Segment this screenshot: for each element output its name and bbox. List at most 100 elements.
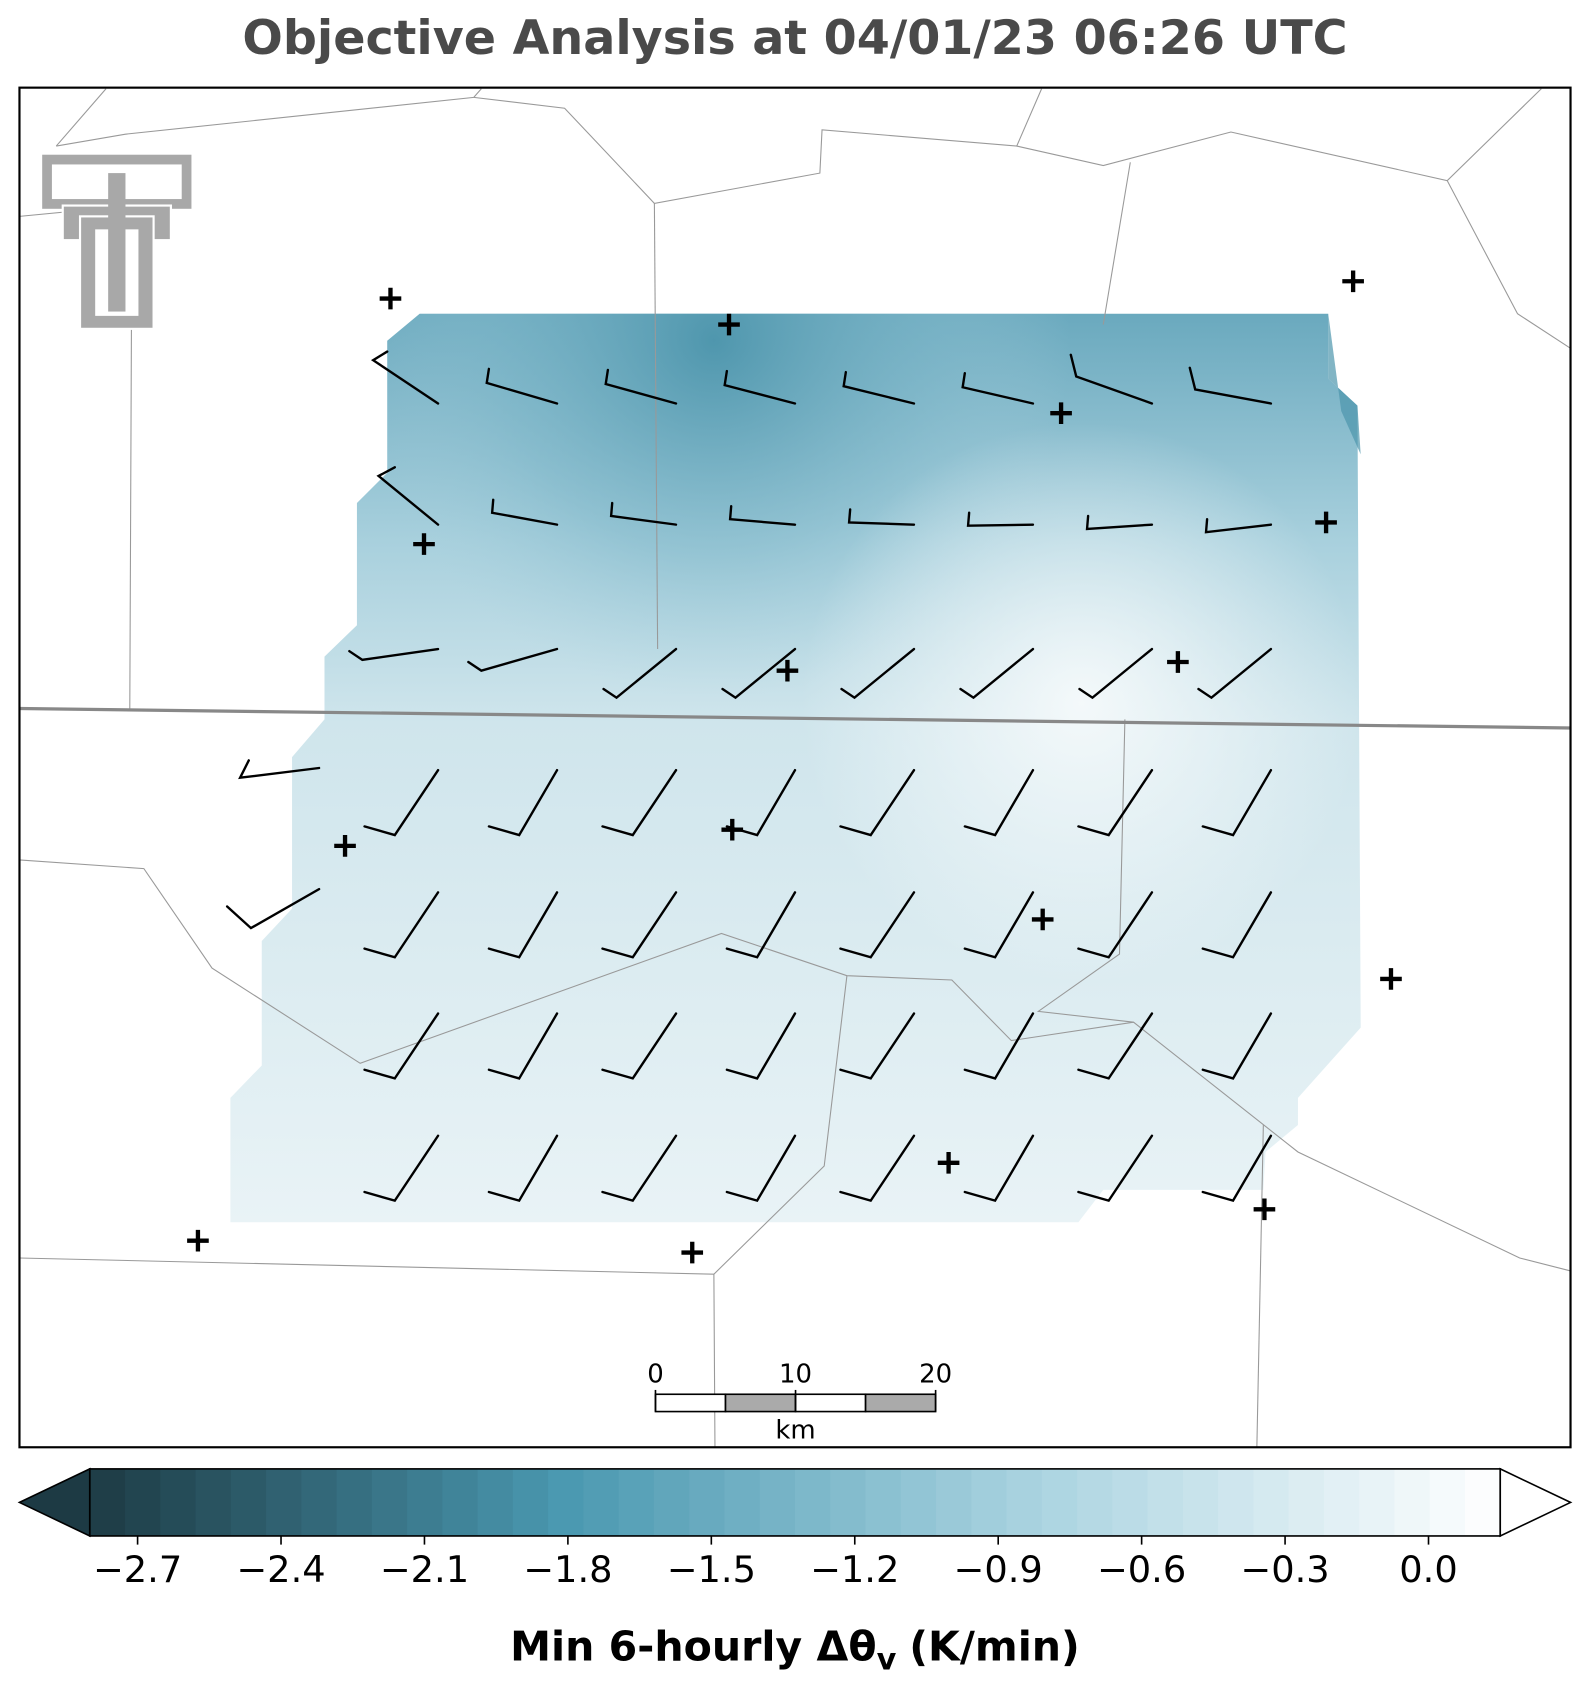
wind-barb	[840, 647, 916, 700]
colorbar-step	[1288, 1468, 1325, 1536]
colorbar-step	[301, 1468, 338, 1536]
station-marker	[1380, 968, 1402, 990]
scale-bar-segment	[654, 1393, 727, 1413]
station-marker	[379, 287, 402, 310]
station-marker	[681, 1241, 704, 1264]
colorbar-step	[407, 1468, 443, 1536]
colorbar-tick-label: −2.1	[380, 1548, 469, 1591]
colorbar-step	[1218, 1468, 1254, 1536]
colorbar-step	[971, 1468, 1008, 1536]
colorbar-step	[371, 1468, 408, 1536]
wind-barb	[1078, 647, 1154, 700]
colorbar-frame	[88, 1468, 1502, 1537]
colorbar-step	[830, 1468, 867, 1536]
colorbar-step	[1394, 1468, 1431, 1536]
colorbar-extend-high	[1499, 1467, 1573, 1538]
map-frame	[18, 86, 1572, 1449]
colorbar-step	[1323, 1468, 1360, 1536]
station-markers	[187, 270, 1402, 1264]
colorbar-step	[1041, 1468, 1078, 1536]
colorbar-step	[900, 1468, 937, 1536]
wind-barb	[1204, 518, 1273, 534]
wind-barb	[839, 891, 916, 959]
colorbar-step	[653, 1468, 690, 1536]
wind-barb	[601, 1134, 678, 1203]
station-marker	[1315, 511, 1337, 534]
scale-bar-segment	[864, 1393, 937, 1413]
title: Objective Analysis at 04/01/23 06:26 UTC	[242, 11, 1347, 66]
wind-barb	[602, 647, 678, 700]
colorbar-step	[1077, 1468, 1113, 1536]
county-boundaries	[19, 88, 1571, 1448]
station-marker	[1050, 402, 1072, 425]
colorbar-step	[759, 1468, 796, 1536]
wind-barb	[1077, 1134, 1154, 1203]
station-marker	[937, 1151, 960, 1174]
colorbar-step	[548, 1468, 584, 1536]
wind-barb	[839, 768, 916, 837]
wind-barb	[604, 368, 678, 405]
wind-barb	[839, 1134, 916, 1203]
colorbar-tick-label: −0.3	[1240, 1548, 1329, 1591]
wind-barb	[959, 647, 1035, 700]
colorbar-step	[865, 1468, 902, 1536]
colorbar-label: Min 6-hourly Δθv (K/min)	[510, 1623, 1080, 1677]
wind-barb	[963, 768, 1035, 837]
analysis-field	[230, 313, 1361, 1223]
wind-barb	[963, 891, 1035, 959]
university-logo	[40, 152, 194, 330]
wind-barb	[609, 501, 678, 526]
colorbar-step	[1464, 1468, 1501, 1536]
wind-barb	[490, 498, 559, 526]
wind-barb	[225, 887, 321, 930]
wind-barb	[839, 1012, 916, 1080]
wind-barb	[363, 768, 440, 837]
colorbar-step	[442, 1468, 479, 1536]
wind-barb	[487, 1012, 559, 1080]
colorbar-step	[336, 1468, 373, 1536]
colorbar-tick-label: −0.6	[1097, 1548, 1186, 1591]
wind-barb	[348, 647, 440, 662]
station-marker	[334, 835, 356, 857]
wind-barb	[601, 1012, 678, 1080]
colorbar-step	[1112, 1468, 1149, 1536]
colorbar: −2.7 −2.4 −2.1 −1.8 −1.5 −1.2 −0.9 −0.6 −0.3 0.0	[17, 1467, 1573, 1591]
wind-barb	[376, 466, 440, 526]
colorbar-step	[195, 1468, 232, 1536]
wind-barb	[847, 508, 916, 526]
colorbar-tick-label: −2.7	[93, 1548, 182, 1591]
station-marker	[721, 818, 744, 841]
wind-barb	[725, 891, 797, 959]
scale-bar: 0 10 20 km	[647, 1359, 952, 1445]
colorbar-label-subscript: v	[877, 1642, 897, 1677]
colorbar-step	[1006, 1468, 1043, 1536]
wind-barb	[1201, 891, 1273, 959]
wind-barb	[1077, 1012, 1154, 1080]
wind-barb	[1197, 647, 1273, 700]
colorbar-step	[1253, 1468, 1290, 1536]
colorbar-step	[160, 1468, 197, 1536]
wind-barb	[485, 367, 559, 405]
wind-barb	[363, 891, 440, 959]
state-border	[19, 706, 1571, 730]
colorbar-step	[1182, 1468, 1219, 1536]
colorbar-label-main: Min 6-hourly Δθ	[510, 1623, 876, 1671]
wind-barb	[370, 350, 440, 405]
wind-barb	[1188, 366, 1273, 405]
wind-barb	[723, 369, 797, 405]
wind-barb	[725, 1134, 797, 1203]
wind-barb	[842, 370, 916, 405]
colorbar-step	[125, 1468, 161, 1536]
colorbar-tick-label: −1.2	[810, 1548, 899, 1591]
wind-barb	[1077, 768, 1154, 837]
colorbar-step	[1359, 1468, 1395, 1536]
colorbar-step	[89, 1468, 126, 1536]
colorbar-tick-label: −1.8	[523, 1548, 612, 1591]
wind-barb	[487, 891, 559, 959]
scale-bar-label: 20	[919, 1359, 952, 1389]
wind-barb	[966, 511, 1035, 527]
wind-barb	[721, 647, 797, 700]
wind-barb	[1085, 514, 1154, 531]
colorbar-tick-label: −2.4	[236, 1548, 325, 1591]
